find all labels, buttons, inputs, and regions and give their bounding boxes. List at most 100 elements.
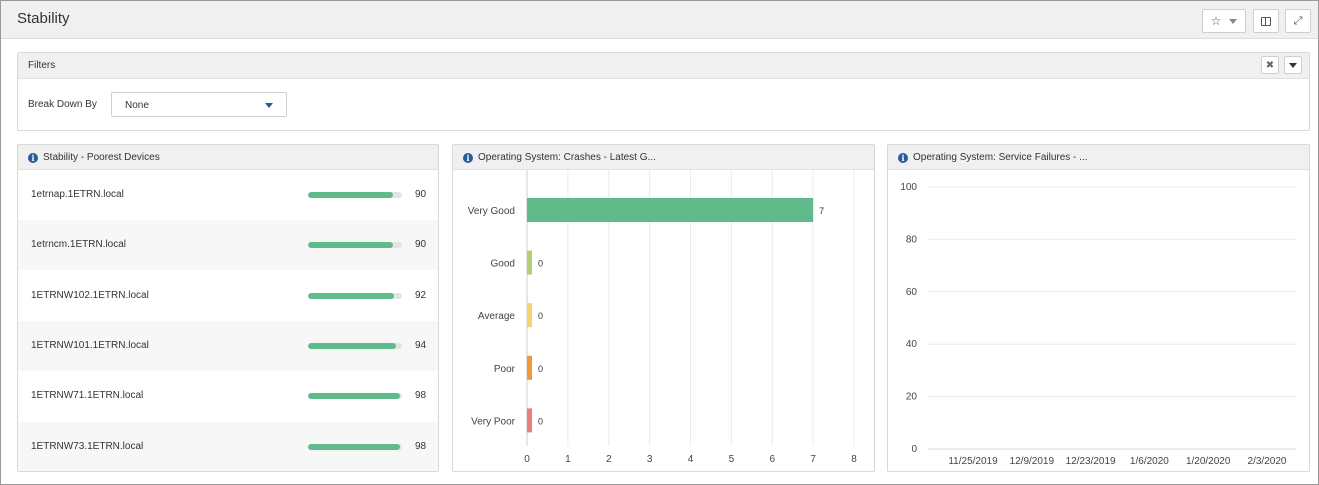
category-label: Very Poor: [471, 416, 516, 427]
poorest-devices-panel: i Stability - Poorest Devices 1etrnap.1E…: [17, 144, 439, 472]
expand-icon: ⤢: [1293, 14, 1303, 27]
list-item[interactable]: 1etrnap.1ETRN.local 90: [18, 170, 438, 220]
x-tick-label: 2: [606, 454, 612, 465]
favorite-button[interactable]: ☆: [1202, 9, 1246, 33]
star-icon: ☆: [1210, 14, 1222, 28]
service-failures-panel: i Operating System: Service Failures - .…: [887, 144, 1310, 472]
chevron-down-icon: [1229, 18, 1238, 24]
device-name: 1ETRNW102.1ETRN.local: [31, 289, 149, 301]
device-score: 98: [415, 440, 427, 452]
x-tick-label: 4: [688, 454, 694, 465]
score-bar: [308, 242, 402, 249]
x-tick-label: 3: [647, 454, 653, 465]
x-tick-label: 2/3/2020: [1248, 456, 1287, 467]
device-score: 98: [415, 390, 427, 402]
service-failures-chart: 0 20 40 60 80 100 11/25/2019 12/9/2019 12/23/201…: [900, 182, 1296, 467]
bar-very-good: [527, 198, 814, 222]
data-label: 0: [538, 364, 543, 374]
split-view-button[interactable]: [1253, 9, 1279, 33]
data-label: 0: [538, 416, 543, 426]
device-name: 1ETRNW71.1ETRN.local: [31, 390, 144, 402]
panel-header: i Stability - Poorest Devices: [18, 145, 438, 170]
score-bar-fill: [308, 292, 395, 299]
device-score: 90: [415, 189, 427, 200]
crashes-panel: i Operating System: Crashes - Latest G..…: [452, 144, 875, 472]
filters-title: Filters: [28, 60, 56, 71]
device-score: 90: [415, 239, 427, 251]
panel-title: Stability - Poorest Devices: [43, 152, 160, 163]
filters-panel: Filters ✖ Break Down By None: [17, 52, 1310, 131]
category-label: Average: [478, 311, 516, 322]
info-icon[interactable]: i: [898, 153, 908, 163]
category-label: Poor: [494, 364, 516, 375]
breakdown-label: Break Down By: [28, 99, 97, 110]
clear-filter-icon: ✖: [1265, 59, 1275, 71]
device-score: 92: [415, 289, 427, 301]
info-icon[interactable]: i: [463, 153, 473, 163]
bar-poor: [527, 355, 532, 380]
y-tick-label: 0: [911, 444, 917, 455]
info-icon[interactable]: i: [28, 153, 38, 163]
score-bar: [308, 292, 402, 299]
x-tick-label: 1: [565, 454, 571, 465]
list-item[interactable]: 1ETRNW101.1ETRN.local 94: [18, 320, 438, 371]
device-score: 94: [415, 339, 427, 351]
x-tick-label: 1/20/2020: [1186, 456, 1231, 467]
chevron-down-icon: [265, 103, 273, 108]
y-tick-label: 80: [906, 234, 918, 245]
y-tick-label: 100: [900, 182, 917, 193]
category-label: Good: [491, 259, 515, 270]
expand-button[interactable]: ⤢: [1285, 9, 1311, 33]
list-item[interactable]: 1etrncm.1ETRN.local 90: [18, 220, 438, 271]
score-bar-fill: [308, 342, 397, 349]
category-label: Very Good: [468, 206, 515, 217]
score-bar: [308, 443, 402, 450]
x-tick-label: 12/9/2019: [1010, 456, 1055, 467]
x-tick-label: 6: [769, 454, 775, 465]
filters-header: Filters ✖: [18, 53, 1309, 79]
breakdown-value: None: [125, 100, 149, 111]
collapse-filters-button[interactable]: [1284, 56, 1302, 74]
score-bar: [308, 192, 402, 198]
score-bar: [308, 342, 402, 349]
y-tick-label: 60: [906, 287, 918, 298]
score-bar-fill: [308, 192, 393, 198]
list-item[interactable]: 1ETRNW102.1ETRN.local 92: [18, 271, 438, 321]
bar-good: [527, 250, 532, 275]
list-item[interactable]: 1ETRNW71.1ETRN.local 98: [18, 371, 438, 421]
clear-filters-button[interactable]: ✖: [1261, 56, 1279, 74]
y-tick-label: 20: [906, 392, 918, 403]
page-header: Stability ☆ ⤢: [1, 1, 1318, 39]
x-tick-label: 8: [851, 454, 857, 465]
panel-header: i Operating System: Service Failures - .…: [888, 145, 1309, 170]
device-name: 1ETRNW73.1ETRN.local: [31, 440, 144, 452]
data-label: 0: [538, 311, 543, 321]
panel-header: i Operating System: Crashes - Latest G..…: [453, 145, 874, 170]
breakdown-select[interactable]: None: [111, 92, 287, 117]
data-label: 0: [538, 259, 543, 269]
collapse-icon: [1289, 62, 1297, 68]
panel-title: Operating System: Service Failures - ...: [913, 152, 1088, 163]
device-name: 1etrncm.1ETRN.local: [31, 239, 127, 251]
score-bar-fill: [308, 393, 401, 400]
bar-average: [527, 303, 532, 328]
score-bar-fill: [308, 443, 401, 450]
x-tick-label: 0: [524, 454, 530, 465]
x-tick-label: 7: [810, 454, 816, 465]
device-name: 1etrnap.1ETRN.local: [31, 189, 124, 200]
x-tick-label: 1/6/2020: [1130, 456, 1169, 467]
score-bar-fill: [308, 242, 393, 249]
score-bar: [308, 393, 402, 400]
x-tick-label: 12/23/2019: [1066, 456, 1116, 467]
data-label: 7: [819, 206, 824, 216]
x-tick-label: 11/25/2019: [948, 456, 998, 467]
x-tick-label: 5: [729, 454, 735, 465]
device-name: 1ETRNW101.1ETRN.local: [31, 339, 149, 351]
bar-very-poor: [527, 408, 532, 433]
page-title: Stability: [17, 10, 70, 27]
list-item[interactable]: 1ETRNW73.1ETRN.local 98: [18, 421, 438, 471]
crashes-bar-chart: 0 1 2 3 4 5 6 7 8 Very Good 7 Good 0 Average 0 Poor 0 Ver…: [468, 170, 857, 465]
y-tick-label: 40: [906, 339, 918, 350]
split-view-icon: [1261, 16, 1271, 26]
panel-title: Operating System: Crashes - Latest G...: [478, 152, 656, 163]
